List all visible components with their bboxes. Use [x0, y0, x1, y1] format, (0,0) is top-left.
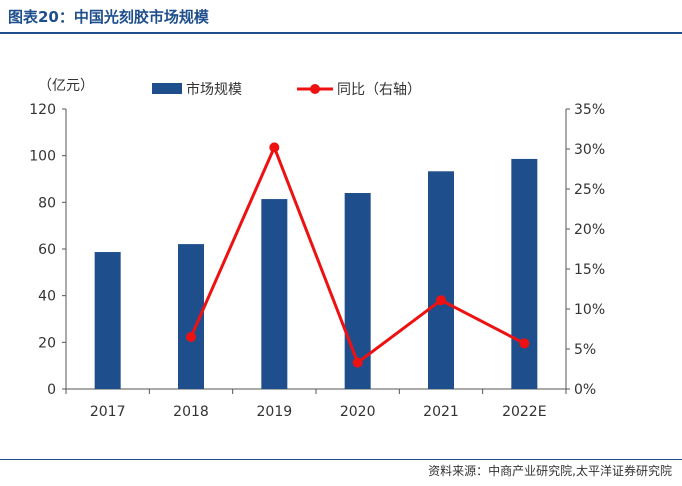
- y2-tick-label: 0%: [574, 382, 596, 398]
- y2-tick-label: 20%: [574, 222, 605, 238]
- y2-tick-label: 30%: [574, 142, 605, 158]
- bar: [428, 171, 454, 389]
- y-tick-label: 0: [47, 382, 56, 398]
- y-tick-label: 100: [29, 149, 56, 165]
- bar: [94, 252, 121, 389]
- y-tick-label: 80: [38, 195, 56, 211]
- bar: [261, 199, 288, 389]
- figure-title: 图表20：中国光刻胶市场规模: [8, 8, 209, 26]
- source-note: 资料来源：中商产业研究院,太平洋证券研究院: [428, 464, 672, 478]
- legend-bar-label: 市场规模: [186, 81, 242, 98]
- source-rule: [0, 459, 682, 460]
- bar: [511, 158, 538, 389]
- yoy-point: [352, 357, 363, 368]
- legend-bar-swatch: [152, 83, 182, 94]
- legend-line-label: 同比（右轴）: [337, 82, 421, 98]
- yoy-point: [186, 332, 196, 342]
- y2-tick-label: 10%: [574, 302, 605, 318]
- axes: 0 20 40 60 80 100 120 0% 5% 10% 15% 20% 25% 30% 35% 201…: [29, 102, 605, 420]
- yoy-point: [269, 142, 280, 153]
- yoy-point: [436, 295, 446, 306]
- x-tick-label: 2021: [423, 404, 459, 420]
- x-tick-label: 2018: [173, 404, 209, 420]
- y2-tick-label: 5%: [574, 342, 596, 358]
- legend: 市场规模 同比（右轴）: [152, 81, 421, 98]
- x-tick-label: 2019: [257, 404, 293, 420]
- x-tick-label: 2017: [90, 404, 126, 420]
- y-tick-label: 120: [29, 102, 56, 118]
- yoy-line: [186, 142, 530, 368]
- bars: [94, 158, 538, 389]
- x-tick-label: 2020: [340, 404, 376, 420]
- x-tick-label: 2022E: [502, 404, 546, 420]
- y-tick-label: 20: [38, 335, 56, 351]
- y2-tick-label: 25%: [574, 182, 605, 198]
- y2-tick-label: 15%: [574, 262, 605, 278]
- y-tick-label: 60: [38, 242, 56, 258]
- y-axis-label: （亿元）: [38, 78, 94, 94]
- title-rule: [0, 32, 682, 34]
- yoy-point: [519, 338, 530, 349]
- legend-line-marker: [310, 84, 320, 94]
- y-tick-label: 40: [38, 289, 56, 305]
- y2-tick-label: 35%: [574, 102, 605, 118]
